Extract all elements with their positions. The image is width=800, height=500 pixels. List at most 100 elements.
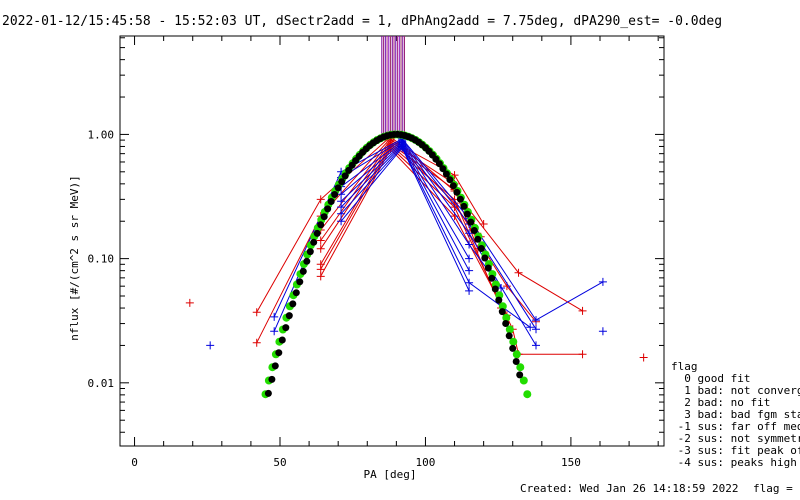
plus-marker (465, 286, 474, 295)
black-fit-point (442, 170, 450, 178)
black-fit-point (446, 176, 454, 184)
black-fit-point (467, 218, 475, 226)
red-series-line (320, 143, 479, 250)
black-fit-point (449, 182, 457, 190)
black-fit-point (296, 278, 304, 286)
black-fit-point (470, 227, 478, 234)
black-fit-point (495, 296, 503, 304)
x-tick-label: 50 (273, 456, 286, 469)
x-tick-labels: 0 50 100 150 (131, 456, 581, 469)
black-fit-point (320, 213, 328, 221)
plus-marker (316, 244, 325, 253)
black-fit-point (285, 312, 293, 320)
blue-series-line (340, 140, 537, 346)
plus-marker (252, 308, 261, 317)
blue-series-line (340, 146, 470, 292)
plus-marker (206, 341, 215, 350)
plus-marker (532, 325, 540, 334)
legend-item: -2 sus: not symmetri (671, 432, 800, 445)
plus-marker (465, 266, 474, 275)
x-tick-label: 0 (131, 456, 138, 469)
axis-ticks (120, 36, 664, 446)
plus-marker (337, 209, 346, 218)
green-fit-point (512, 350, 521, 359)
plus-marker (337, 190, 346, 199)
black-fit-point (502, 320, 510, 327)
black-fit-point (271, 362, 279, 370)
plus-marker (398, 143, 407, 152)
red-series-line (256, 137, 537, 344)
plus-marker (598, 277, 607, 286)
plus-marker (252, 338, 261, 347)
y-tick-label: 1.00 (88, 128, 115, 141)
plus-marker (578, 350, 587, 359)
black-fit-point (275, 349, 283, 357)
green-fit-point (498, 302, 507, 311)
black-fit-point (484, 264, 492, 272)
black-fit-point (509, 344, 517, 352)
black-fit-point (481, 254, 489, 262)
plus-marker (465, 240, 474, 249)
black-fit-point (474, 235, 482, 243)
black-fit-point (264, 389, 272, 397)
x-tick-label: 100 (416, 456, 436, 469)
legend-item: -1 sus: far off medic (671, 420, 800, 433)
green-fit-point (523, 390, 532, 399)
black-fit-point (310, 238, 318, 246)
black-fit-point (498, 308, 506, 316)
created-timestamp: Created: Wed Jan 26 14:18:59 2022 (520, 482, 739, 495)
legend-item: 3 bad: bad fgm stat (671, 408, 800, 421)
black-fit-point (345, 166, 353, 174)
plus-marker (270, 327, 279, 336)
black-fit-point (512, 358, 520, 365)
black-fit-point (313, 229, 321, 237)
plus-marker (270, 312, 279, 321)
black-fit-point (477, 245, 485, 252)
plus-marker (316, 195, 325, 204)
plus-marker (578, 306, 587, 315)
x-tick-label: 150 (561, 456, 581, 469)
black-fit-point (439, 165, 447, 173)
y-tick-labels: 0.01 0.10 1.00 (88, 128, 115, 389)
black-fit-point (268, 375, 276, 383)
x-axis-label: PA [deg] (364, 468, 417, 481)
flag-value: flag = 0 (753, 482, 800, 495)
black-fit-point (488, 274, 496, 282)
black-fit-point (456, 195, 464, 203)
black-fit-point (435, 160, 443, 168)
plus-marker (598, 327, 607, 336)
green-fit-point (519, 376, 528, 385)
plus-marker (316, 265, 325, 274)
blue-series-line (340, 141, 502, 289)
black-fit-point (292, 289, 300, 297)
black-fit-point (278, 336, 286, 344)
red-series-line (256, 135, 583, 313)
plus-marker (479, 219, 488, 228)
red-series-line (320, 146, 583, 355)
black-fit-point (324, 205, 332, 213)
plus-marker (639, 353, 648, 362)
series-layer (185, 130, 648, 399)
y-tick-label: 0.10 (88, 253, 115, 266)
plus-marker (450, 203, 459, 212)
black-fit-point (460, 202, 468, 210)
plus-marker (532, 341, 540, 350)
black-fit-point (334, 184, 342, 192)
plus-marker (526, 323, 535, 332)
black-fit-point (282, 324, 290, 332)
legend-item: 0 good fit (671, 372, 750, 385)
plus-marker (465, 229, 474, 238)
black-fit-point (463, 210, 471, 218)
legend-item: 2 bad: no fit (671, 396, 770, 409)
black-fit-point (303, 257, 311, 265)
black-fit-point (317, 221, 325, 229)
legend-item: 1 bad: not converge (671, 384, 800, 397)
plus-marker (465, 254, 474, 263)
legend-title: flag (671, 360, 698, 373)
plus-marker (316, 236, 325, 245)
black-fit-point (505, 332, 513, 340)
black-fit-point (338, 178, 346, 186)
plus-marker (465, 278, 474, 287)
plus-marker (185, 298, 194, 307)
legend: flag 0 good fit 1 bad: not converge 2 ba… (671, 360, 800, 469)
